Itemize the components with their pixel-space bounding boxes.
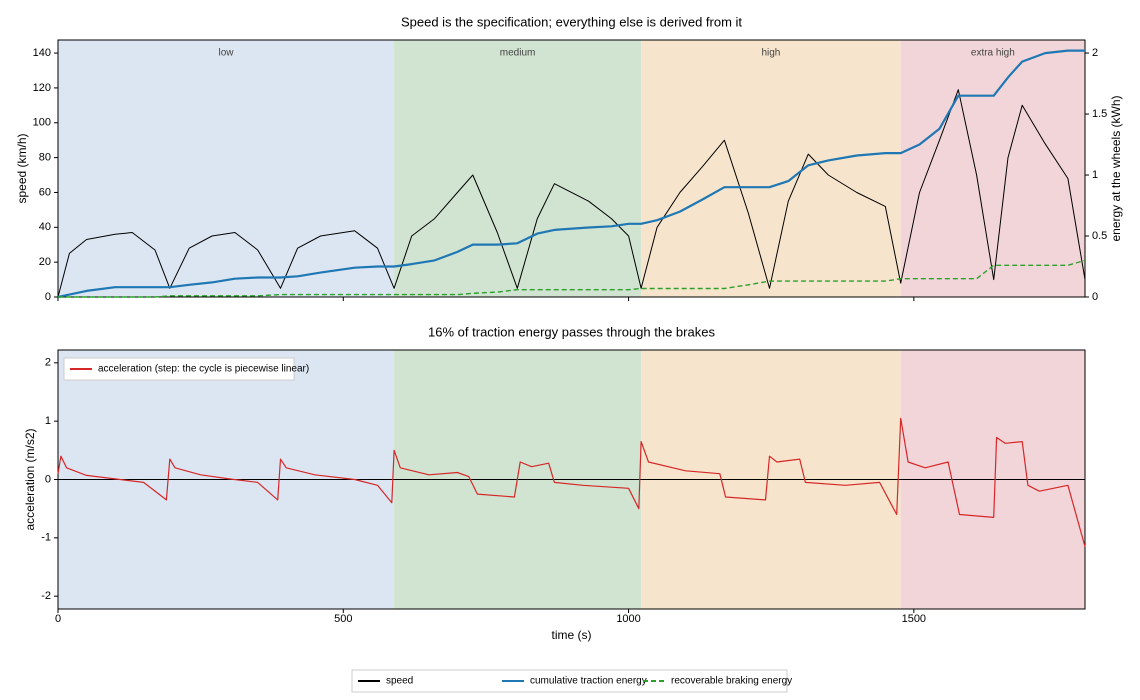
chart-title: 16% of traction energy passes through th…: [428, 324, 715, 339]
chart-title: Speed is the specification; everything e…: [401, 14, 742, 29]
legend: acceleration (step: the cycle is piecewi…: [63, 357, 309, 381]
legend-label: speed: [386, 676, 413, 687]
series-line: [57, 49, 1085, 299]
y-axis-label: acceleration (m/s2): [23, 428, 37, 530]
x-tick-label: 1500: [902, 613, 926, 625]
y-tick-label: 20: [39, 256, 51, 268]
y2-tick-label: 2: [1092, 47, 1098, 59]
y2-tick-label: 0: [1092, 291, 1098, 303]
phase-band: [394, 40, 642, 297]
y2-axis-label: energy at the wheels (kWh): [1109, 95, 1123, 241]
y2-tick-label: 1.5: [1092, 108, 1107, 120]
series-line: [57, 89, 1086, 298]
y-tick-label: 120: [33, 82, 51, 94]
phase-label: extra high: [971, 48, 1015, 59]
y-tick-label: -1: [41, 532, 51, 544]
phase-band: [58, 40, 395, 297]
y-tick-label: 80: [39, 152, 51, 164]
y-tick-label: -2: [41, 590, 51, 602]
y2-tick-label: 1: [1092, 169, 1098, 181]
y-tick-label: 140: [33, 47, 51, 59]
plot-frame: [57, 39, 1086, 298]
legend-label: recoverable braking energy: [671, 676, 792, 687]
y-tick-label: 0: [45, 473, 51, 485]
phase-band: [900, 40, 1085, 297]
y-tick-label: 60: [39, 186, 51, 198]
phase-band: [641, 40, 901, 297]
y-axis-label: speed (km/h): [15, 133, 29, 203]
y-tick-label: 0: [45, 291, 51, 303]
y-tick-label: 40: [39, 221, 51, 233]
y2-tick-label: 0.5: [1092, 230, 1107, 242]
legend-label: acceleration (step: the cycle is piecewi…: [98, 364, 309, 375]
x-tick-label: 500: [334, 613, 352, 625]
legend-label: cumulative traction energy: [530, 676, 647, 687]
y-tick-label: 2: [45, 357, 51, 369]
phase-label: medium: [500, 48, 536, 59]
y-tick-label: 1: [45, 415, 51, 427]
phase-label: low: [219, 48, 235, 59]
y-tick-label: 100: [33, 117, 51, 129]
legend-box: [63, 357, 295, 381]
legend-box: [351, 669, 788, 693]
x-axis-label: time (s): [552, 628, 592, 642]
x-tick-label: 0: [55, 613, 61, 625]
phase-label: high: [761, 48, 780, 59]
x-tick-label: 1000: [616, 613, 640, 625]
series-line: [58, 259, 1086, 298]
series-line: [57, 417, 1086, 547]
legend: speed cumulative traction energy recoverab…: [351, 669, 792, 693]
